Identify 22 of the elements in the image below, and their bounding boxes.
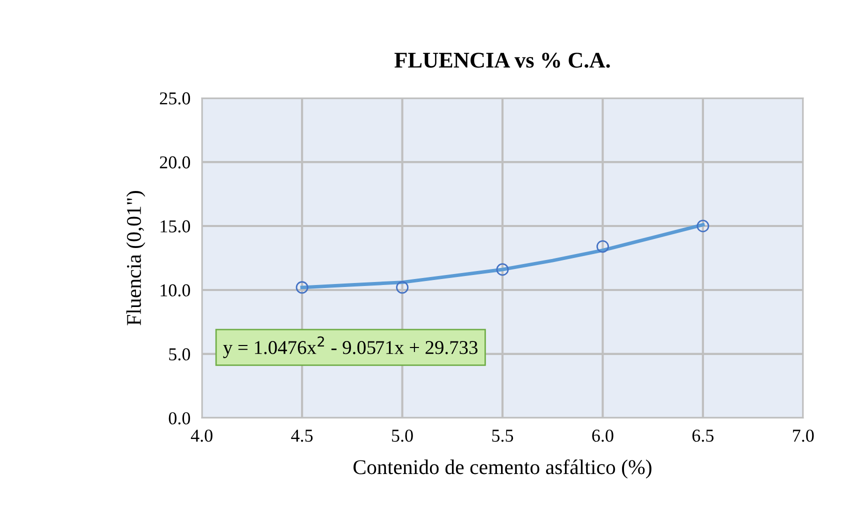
chart-title: FLUENCIA vs % C.A. — [394, 52, 610, 68]
annotation: y = 1.0476x$^{2}$ - 9.0571x + 29.733 — [223, 336, 478, 358]
y-tick-label: 0.0 — [168, 412, 190, 424]
point — [696, 220, 710, 232]
x-tick-label: 4.5 — [291, 430, 313, 442]
point — [596, 240, 609, 253]
x-tick-label: 5.5 — [492, 430, 514, 442]
y-tick-label: 20.0 — [160, 156, 190, 169]
point — [296, 281, 308, 294]
x-tick-label: 7.0 — [793, 430, 814, 442]
y-tick-label: 10.0 — [160, 284, 190, 297]
x-tick-label: 4.0 — [190, 430, 212, 442]
y-tick-label: 25.0 — [160, 92, 190, 105]
y-tick-label: 5.0 — [169, 348, 190, 360]
x-tick-label: 5.0 — [392, 430, 413, 442]
y-axis-title: Fluencia (0,01") — [126, 191, 146, 326]
point — [496, 263, 509, 276]
x-tick-label: 6.5 — [692, 430, 714, 442]
x-axis-title: Contenido de cemento asfáltico (%) — [354, 459, 652, 478]
x-tick-label: 6.0 — [592, 430, 614, 442]
point — [396, 281, 409, 294]
y-tick-label: 15.0 — [160, 220, 190, 233]
